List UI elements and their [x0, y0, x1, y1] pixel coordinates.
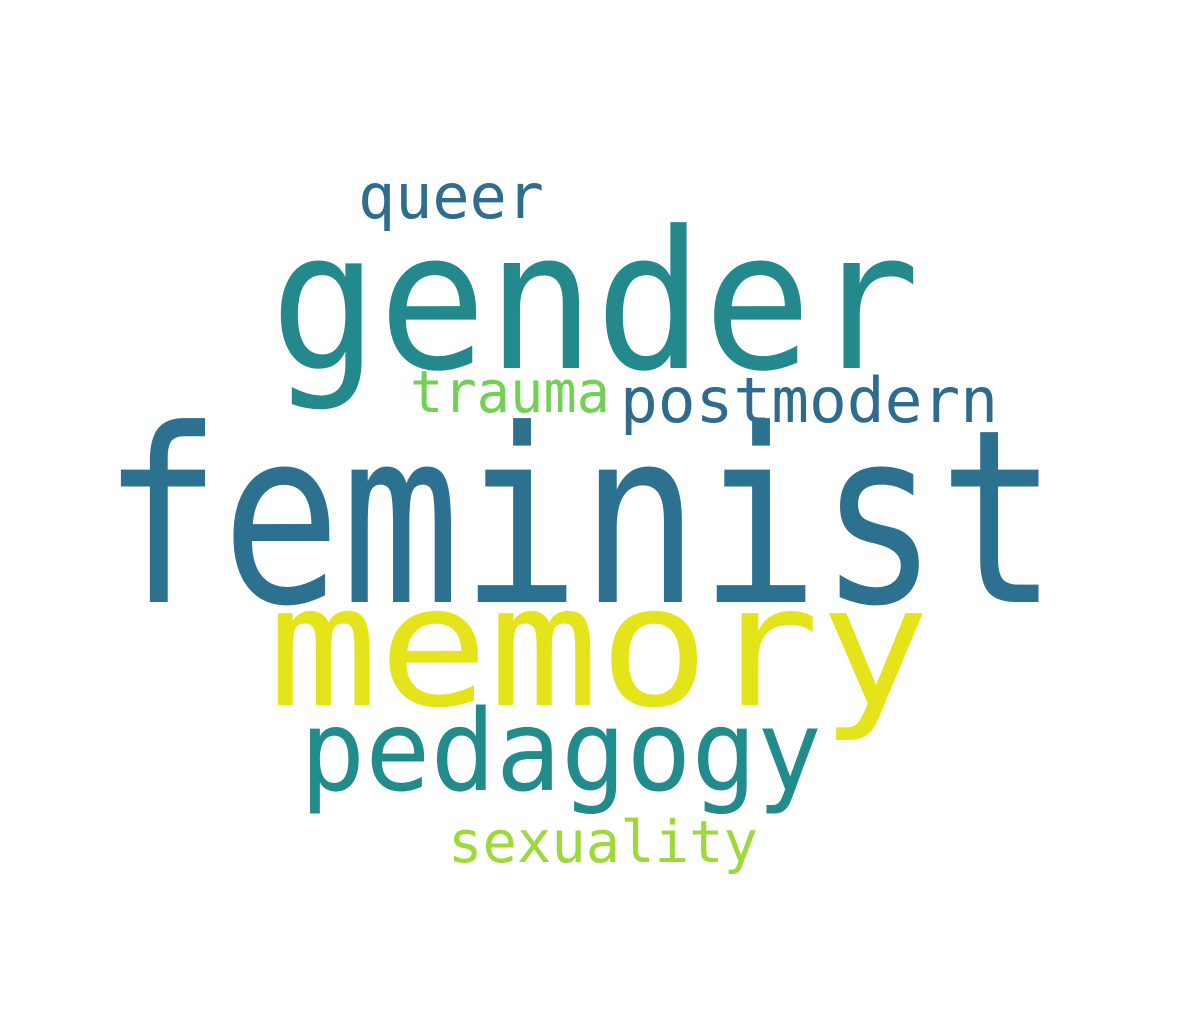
word-pedagogy: pedagogy: [300, 687, 822, 817]
word-gender: gender: [270, 191, 920, 414]
word-memory: memory: [268, 549, 930, 745]
word-feminist: feminist: [102, 378, 1058, 660]
word-postmodern: postmodern: [620, 364, 998, 437]
word-sexuality: sexuality: [448, 808, 758, 876]
word-trauma: trauma: [410, 358, 610, 426]
word-queer: queer: [358, 160, 544, 233]
